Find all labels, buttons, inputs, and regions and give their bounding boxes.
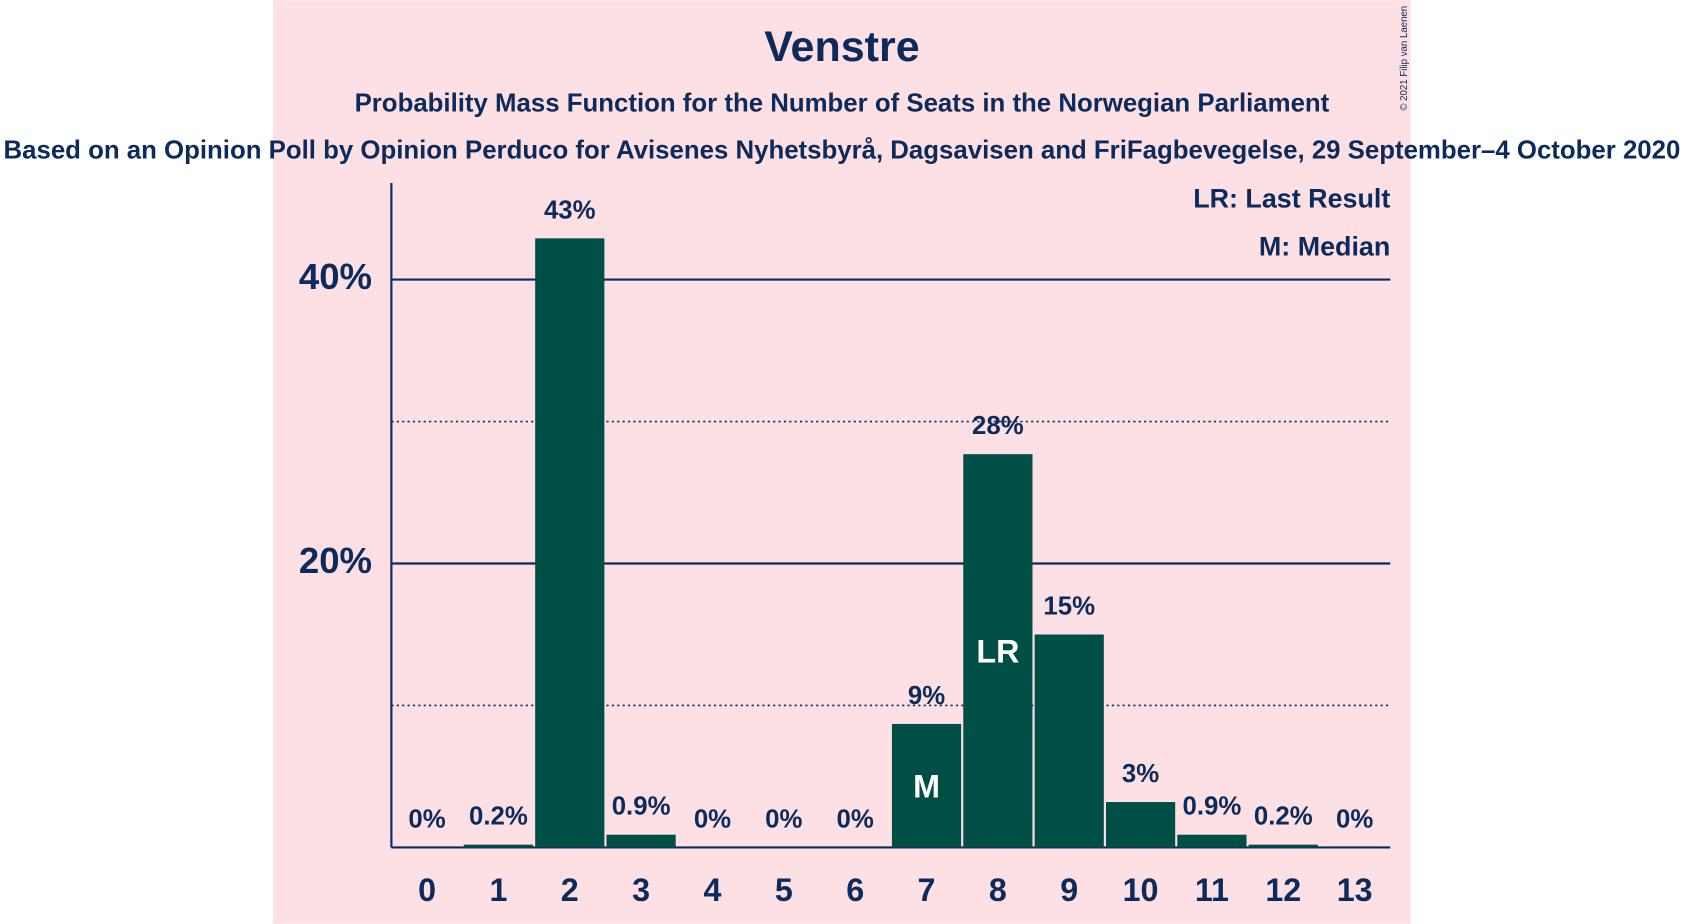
legend-note: LR: Last Result [1193,183,1390,213]
copyright: © 2021 Filip van Laenen [1399,6,1410,111]
plot-background [273,0,1411,924]
value-label: 0% [765,805,802,833]
bar [891,723,962,848]
bar [1248,844,1318,848]
value-label: 0.2% [1254,803,1313,831]
legend-note: M: Median [1259,232,1390,262]
x-tick-label: 6 [846,872,864,908]
value-label: 9% [908,682,945,710]
bar-marker: LR [976,634,1019,670]
chart-caption: Based on an Opinion Poll by Opinion Perd… [4,137,1681,165]
chart-subtitle: Probability Mass Function for the Number… [355,89,1330,117]
x-tick-label: 13 [1337,872,1373,908]
chart-title: Venstre [764,23,919,71]
value-label: 43% [544,196,596,224]
value-label: 0.9% [1183,793,1242,821]
y-tick-label: 40% [299,256,372,297]
y-tick-label: 20% [299,540,372,581]
value-label: 0.9% [612,793,671,821]
x-tick-label: 4 [704,872,722,908]
bar [963,454,1033,848]
x-tick-label: 2 [561,872,579,908]
value-label: 28% [972,412,1024,440]
bar [535,238,605,848]
value-label: 0% [408,805,445,833]
value-label: 0% [837,805,874,833]
bar [1177,834,1247,848]
value-label: 15% [1043,592,1095,620]
x-tick-label: 0 [418,872,436,908]
x-tick-label: 8 [989,872,1007,908]
bar-marker: M [913,768,940,804]
value-label: 0% [1336,805,1373,833]
x-tick-label: 10 [1123,872,1159,908]
x-tick-label: 5 [775,872,793,908]
bar [606,834,676,848]
value-label: 0.2% [469,803,528,831]
bar [1105,802,1176,848]
x-tick-label: 3 [632,872,650,908]
x-tick-label: 12 [1265,872,1301,908]
x-tick-label: 7 [918,872,936,908]
x-tick-label: 1 [489,872,507,908]
x-tick-label: 9 [1060,872,1078,908]
value-label: 0% [694,805,731,833]
x-tick-label: 11 [1195,872,1229,908]
value-label: 3% [1122,760,1159,788]
bar [1034,634,1104,848]
bar [463,844,534,848]
